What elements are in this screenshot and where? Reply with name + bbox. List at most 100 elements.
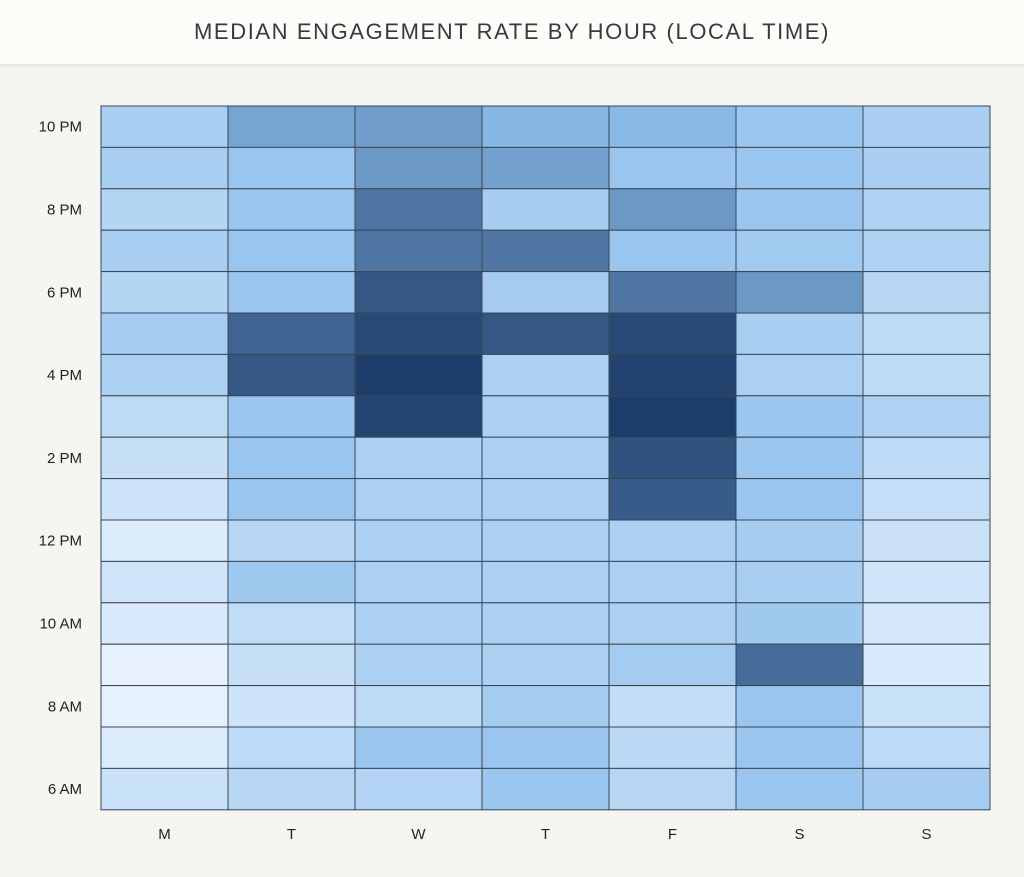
heatmap-cell — [227, 602, 356, 645]
heatmap-cell — [354, 188, 483, 231]
heatmap-cell — [100, 271, 229, 314]
heatmap-cell — [735, 395, 864, 438]
heatmap-cell — [354, 685, 483, 728]
heatmap-cell — [354, 229, 483, 273]
heatmap-cells — [100, 105, 991, 811]
heatmap-cell — [481, 271, 610, 314]
heatmap-cell — [481, 105, 610, 148]
heatmap-cell — [862, 353, 991, 397]
heatmap-cell — [862, 478, 991, 521]
heatmap-cell — [100, 726, 229, 769]
heatmap-cell — [481, 643, 610, 687]
heatmap-cell — [100, 229, 229, 273]
heatmap-cell — [862, 602, 991, 645]
chart-title: MEDIAN ENGAGEMENT RATE BY HOUR (LOCAL TI… — [194, 19, 830, 44]
heatmap-cell — [481, 478, 610, 521]
y-tick-label: 12 PM — [39, 533, 82, 550]
heatmap-cell — [100, 105, 229, 148]
heatmap-cell — [862, 685, 991, 728]
heatmap-cell — [354, 105, 483, 148]
y-tick-label: 6 AM — [48, 781, 82, 798]
heatmap-cell — [354, 353, 483, 397]
heatmap-cell — [735, 643, 864, 687]
heatmap-cell — [100, 188, 229, 231]
heatmap-cell — [100, 560, 229, 604]
heatmap-cell — [862, 395, 991, 438]
heatmap-cell — [354, 519, 483, 562]
heatmap-cell — [481, 436, 610, 480]
x-tick-label: S — [921, 826, 931, 843]
heatmap-cell — [227, 271, 356, 314]
heatmap-cell — [608, 767, 737, 811]
heatmap-cell — [354, 478, 483, 521]
heatmap-cell — [481, 146, 610, 190]
heatmap-cell — [227, 643, 356, 687]
heatmap-cell — [100, 602, 229, 645]
heatmap-cell — [354, 436, 483, 480]
heatmap-cell — [608, 395, 737, 438]
heatmap-cell — [481, 312, 610, 355]
heatmap-cell — [227, 353, 356, 397]
heatmap-cell — [227, 188, 356, 231]
heatmap-cell — [100, 767, 229, 811]
heatmap-cell — [227, 519, 356, 562]
heatmap-cell — [862, 105, 991, 148]
heatmap-cell — [862, 229, 991, 273]
heatmap-cell — [862, 726, 991, 769]
heatmap-cell — [735, 436, 864, 480]
x-tick-label: T — [287, 826, 296, 843]
heatmap-cell — [481, 560, 610, 604]
heatmap-cell — [608, 353, 737, 397]
heatmap-cell — [608, 271, 737, 314]
y-tick-label: 2 PM — [47, 450, 82, 467]
heatmap-cell — [227, 105, 356, 148]
heatmap-cell — [608, 726, 737, 769]
heatmap-cell — [608, 312, 737, 355]
heatmap-cell — [100, 395, 229, 438]
heatmap-cell — [735, 478, 864, 521]
heatmap-cell — [608, 519, 737, 562]
heatmap-cell — [481, 229, 610, 273]
heatmap-cell — [608, 105, 737, 148]
heatmap-cell — [735, 146, 864, 190]
heatmap-cell — [735, 767, 864, 811]
heatmap-cell — [100, 685, 229, 728]
heatmap-cell — [735, 726, 864, 769]
heatmap-cell — [608, 602, 737, 645]
heatmap-cell — [862, 146, 991, 190]
heatmap-cell — [735, 229, 864, 273]
heatmap-cell — [227, 436, 356, 480]
heatmap-cell — [227, 229, 356, 273]
heatmap-cell — [735, 602, 864, 645]
chart-title-bar: MEDIAN ENGAGEMENT RATE BY HOUR (LOCAL TI… — [0, 0, 1024, 65]
heatmap-cell — [354, 271, 483, 314]
heatmap-cell — [481, 395, 610, 438]
heatmap-cell — [227, 767, 356, 811]
y-tick-label: 4 PM — [47, 367, 82, 384]
heatmap-cell — [735, 312, 864, 355]
heatmap-cell — [227, 395, 356, 438]
heatmap-cell — [354, 602, 483, 645]
heatmap-cell — [100, 146, 229, 190]
y-axis-labels: 10 PM 8 PM 6 PM 4 PM 2 PM 12 PM 10 AM 8 AM 6 AM — [39, 119, 82, 798]
heatmap-cell — [608, 436, 737, 480]
y-tick-label: 6 PM — [47, 284, 82, 301]
x-tick-label: F — [668, 826, 677, 843]
heatmap-cell — [227, 726, 356, 769]
heatmap-cell — [735, 685, 864, 728]
heatmap-cell — [354, 312, 483, 355]
x-tick-label: T — [541, 826, 550, 843]
heatmap-cell — [227, 312, 356, 355]
x-tick-label: W — [411, 826, 426, 843]
heatmap-cell — [100, 478, 229, 521]
heatmap-cell — [481, 353, 610, 397]
heatmap-cell — [481, 685, 610, 728]
heatmap-cell — [100, 643, 229, 687]
heatmap-cell — [608, 188, 737, 231]
heatmap-cell — [862, 312, 991, 355]
heatmap-cell — [862, 560, 991, 604]
heatmap-cell — [735, 105, 864, 148]
heatmap-cell — [862, 188, 991, 231]
